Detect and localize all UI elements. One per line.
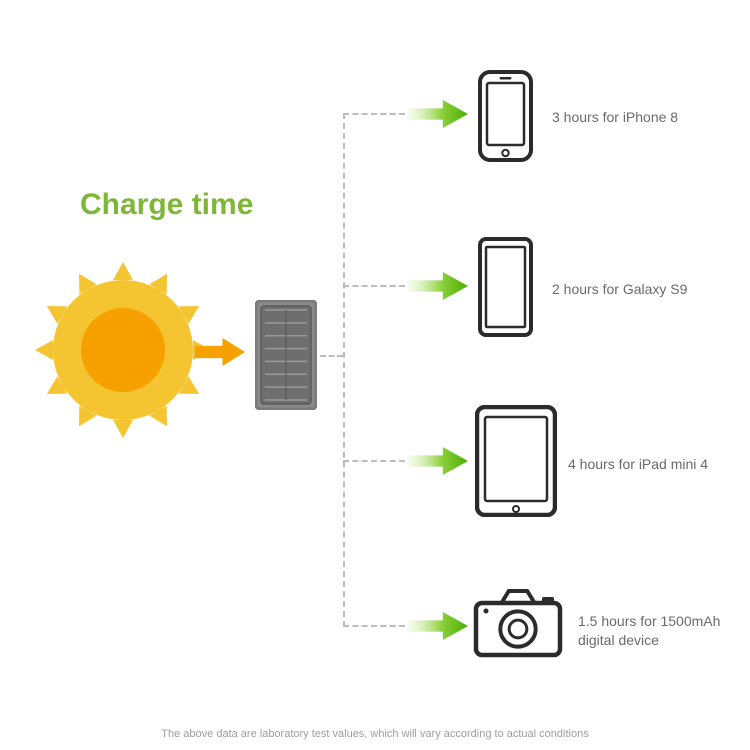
connector-branch (343, 285, 405, 287)
page-title: Charge time (80, 188, 253, 222)
flow-arrow-icon (408, 612, 468, 640)
connector-branch (343, 113, 405, 115)
phone-galaxy-icon (478, 237, 533, 337)
connector-branch (343, 625, 405, 627)
camera-label: 1.5 hours for 1500mAh digital device (578, 612, 720, 650)
footnote-text: The above data are laboratory test value… (0, 728, 750, 740)
flow-arrow-icon (408, 272, 468, 300)
connector-trunk (343, 113, 345, 627)
sun-icon (31, 258, 215, 442)
phone-iphone-label: 3 hours for iPhone 8 (552, 108, 678, 127)
tablet-ipad-label: 4 hours for iPad mini 4 (568, 455, 708, 474)
phone-galaxy-label: 2 hours for Galaxy S9 (552, 280, 687, 299)
flow-arrow-icon (408, 100, 468, 128)
solar-panel-icon (255, 300, 317, 410)
tablet-ipad-icon (475, 405, 557, 517)
connector-panel-out (320, 355, 343, 357)
arrow-sun-to-panel-icon (195, 338, 245, 366)
flow-arrow-icon (408, 447, 468, 475)
camera-icon (472, 585, 564, 659)
phone-iphone-icon (478, 70, 533, 162)
connector-branch (343, 460, 405, 462)
